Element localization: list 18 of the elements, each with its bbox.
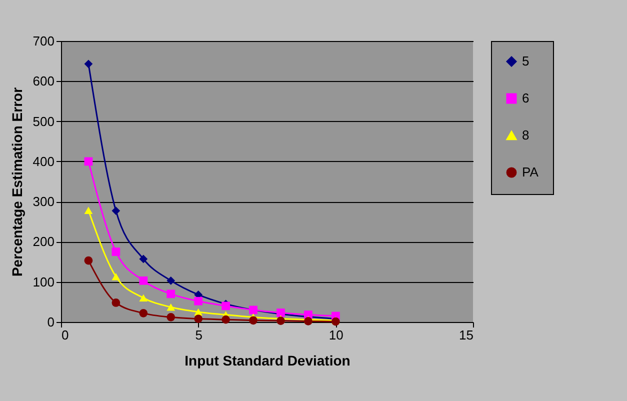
x-tick-label: 15 bbox=[459, 328, 474, 342]
y-tick-label: 500 bbox=[32, 114, 54, 129]
y-axis-title: Percentage Estimation Error bbox=[8, 86, 25, 277]
legend-label: 8 bbox=[522, 128, 530, 142]
x-tick-label: 10 bbox=[328, 328, 344, 342]
y-tick-label: 400 bbox=[32, 154, 54, 169]
y-tick-label: 300 bbox=[32, 194, 54, 210]
legend-label: PA bbox=[522, 164, 539, 180]
y-tick-label: 600 bbox=[32, 74, 54, 89]
legend-label: 6 bbox=[522, 90, 530, 106]
legend-label: 5 bbox=[522, 54, 530, 68]
x-axis-title: Input Standard Deviation bbox=[184, 352, 350, 368]
y-tick-label: 0 bbox=[47, 314, 54, 330]
y-tick-label: 700 bbox=[32, 34, 54, 48]
x-tick-label: 5 bbox=[195, 328, 202, 342]
x-tick-label: 0 bbox=[62, 328, 69, 342]
y-tick-label: 200 bbox=[32, 234, 54, 250]
y-tick-label: 100 bbox=[32, 274, 54, 290]
